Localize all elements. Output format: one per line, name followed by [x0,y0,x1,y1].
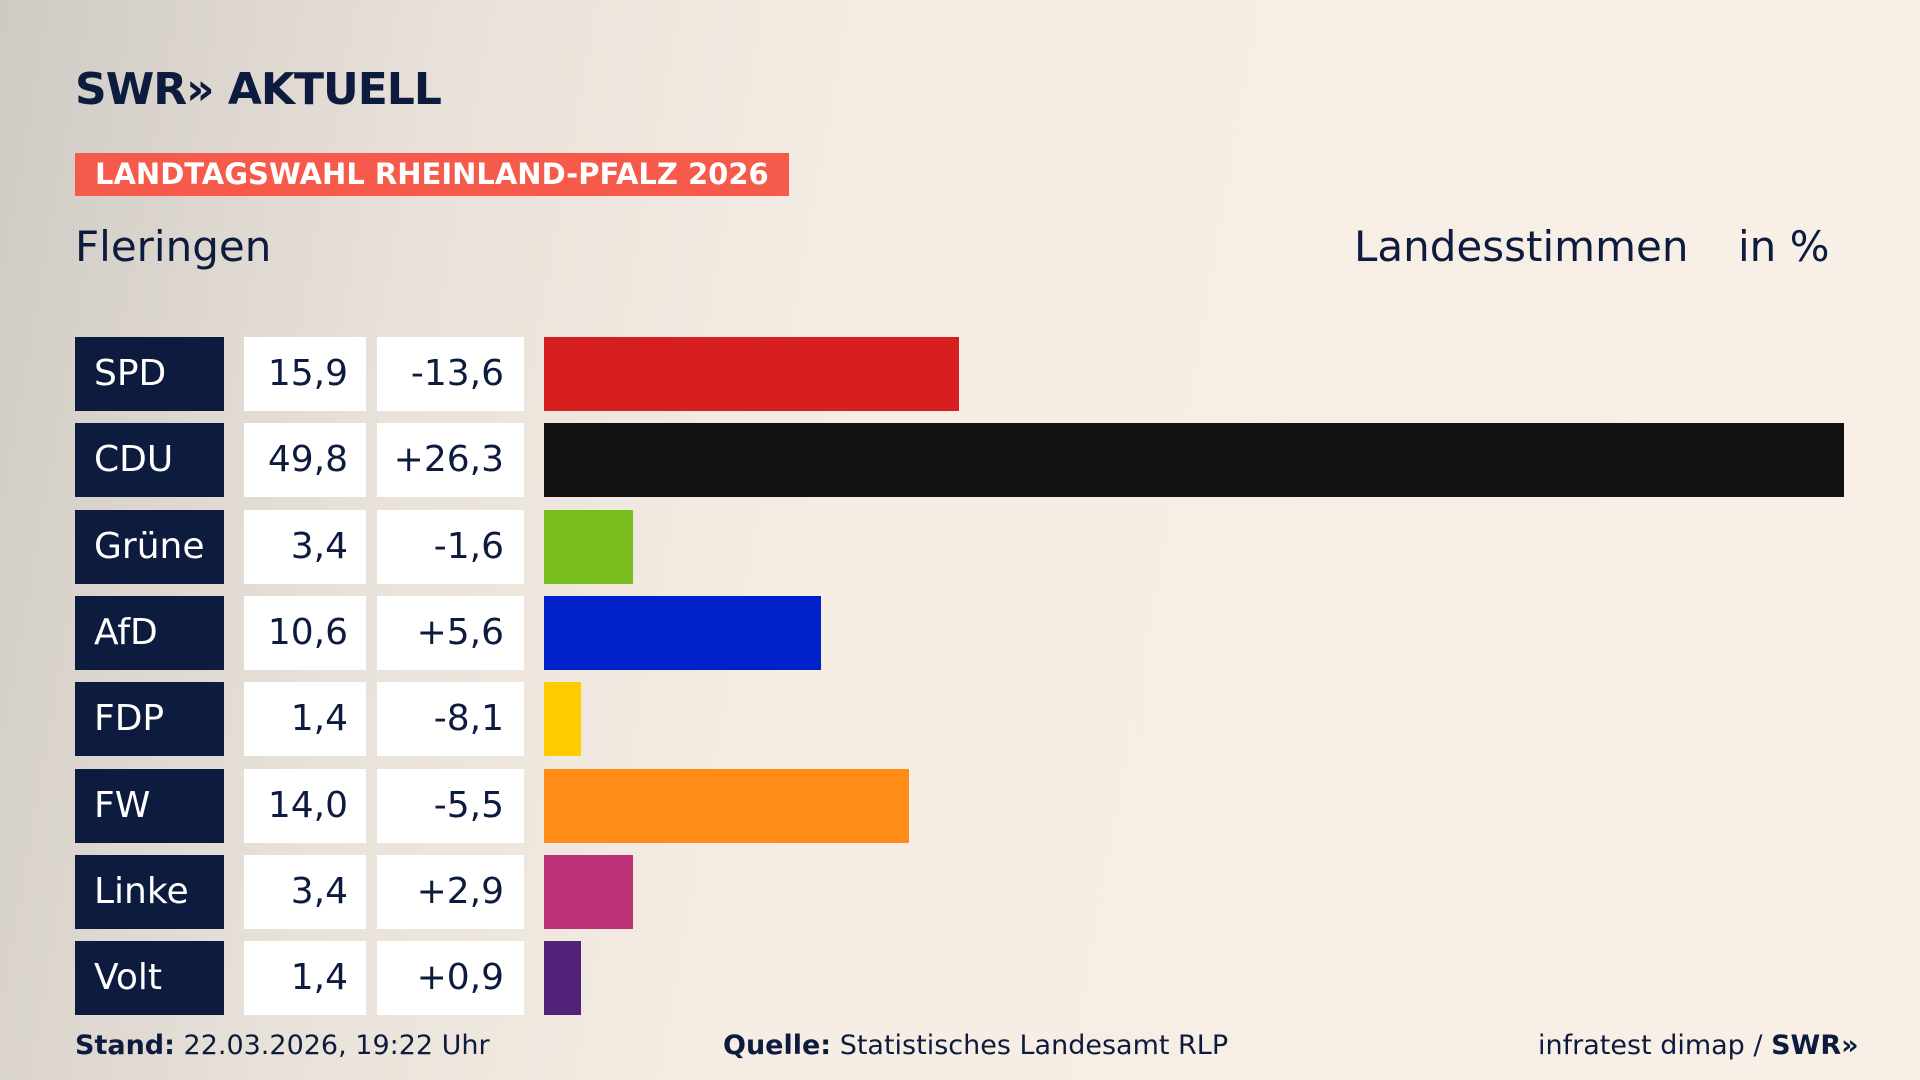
value-label: 49,8 [244,423,366,498]
change-label: -5,5 [377,768,524,843]
change-label: +26,3 [377,423,524,498]
party-name: FDP [75,682,224,757]
value-label: 1,4 [244,682,366,757]
party-name: AfD [75,595,224,670]
party-name: FW [75,768,224,843]
change-label: +2,9 [377,854,524,929]
source: Quelle: Statistisches Landesamt RLP [723,1030,1228,1061]
party-name: Linke [75,854,224,929]
party-name: SPD [75,337,224,411]
bar [544,423,1844,498]
value-label: 10,6 [244,595,366,670]
party-name: CDU [75,423,224,498]
bar [544,854,633,929]
change-label: +0,9 [377,941,524,1016]
unit: in % [1738,222,1830,271]
change-label: +5,6 [377,595,524,670]
footer-logo: SWR» [1771,1030,1859,1061]
source-label: Quelle: [723,1030,832,1061]
party-name: Grüne [75,509,224,584]
change-label: -13,6 [377,337,524,411]
value-label: 14,0 [244,768,366,843]
pollster: infratest dimap / [1538,1030,1763,1061]
bar [544,595,821,670]
bar [544,509,633,584]
bar [544,682,581,757]
stand: Stand: 22.03.2026, 19:22 Uhr [75,1030,490,1061]
change-label: -8,1 [377,682,524,757]
value-label: 1,4 [244,941,366,1016]
election-label: LANDTAGSWAHL RHEINLAND-PFALZ 2026 [75,153,789,196]
credit: infratest dimap / SWR» [1538,1030,1859,1061]
bar [544,768,910,843]
value-label: 3,4 [244,509,366,584]
party-name: Volt [75,941,224,1016]
measure: Landesstimmen [1354,222,1689,271]
bar [544,337,960,411]
value-label: 3,4 [244,854,366,929]
stand-date: 22.03.2026, 19:22 Uhr [183,1030,490,1061]
change-label: -1,6 [377,509,524,584]
stand-label: Stand: [75,1030,175,1061]
brand-logo: SWR» AKTUELL [75,64,442,115]
chart-title: Fleringen [75,222,272,271]
bar [544,941,581,1016]
value-label: 15,9 [244,337,366,411]
source-text: Statistisches Landesamt RLP [839,1030,1229,1061]
